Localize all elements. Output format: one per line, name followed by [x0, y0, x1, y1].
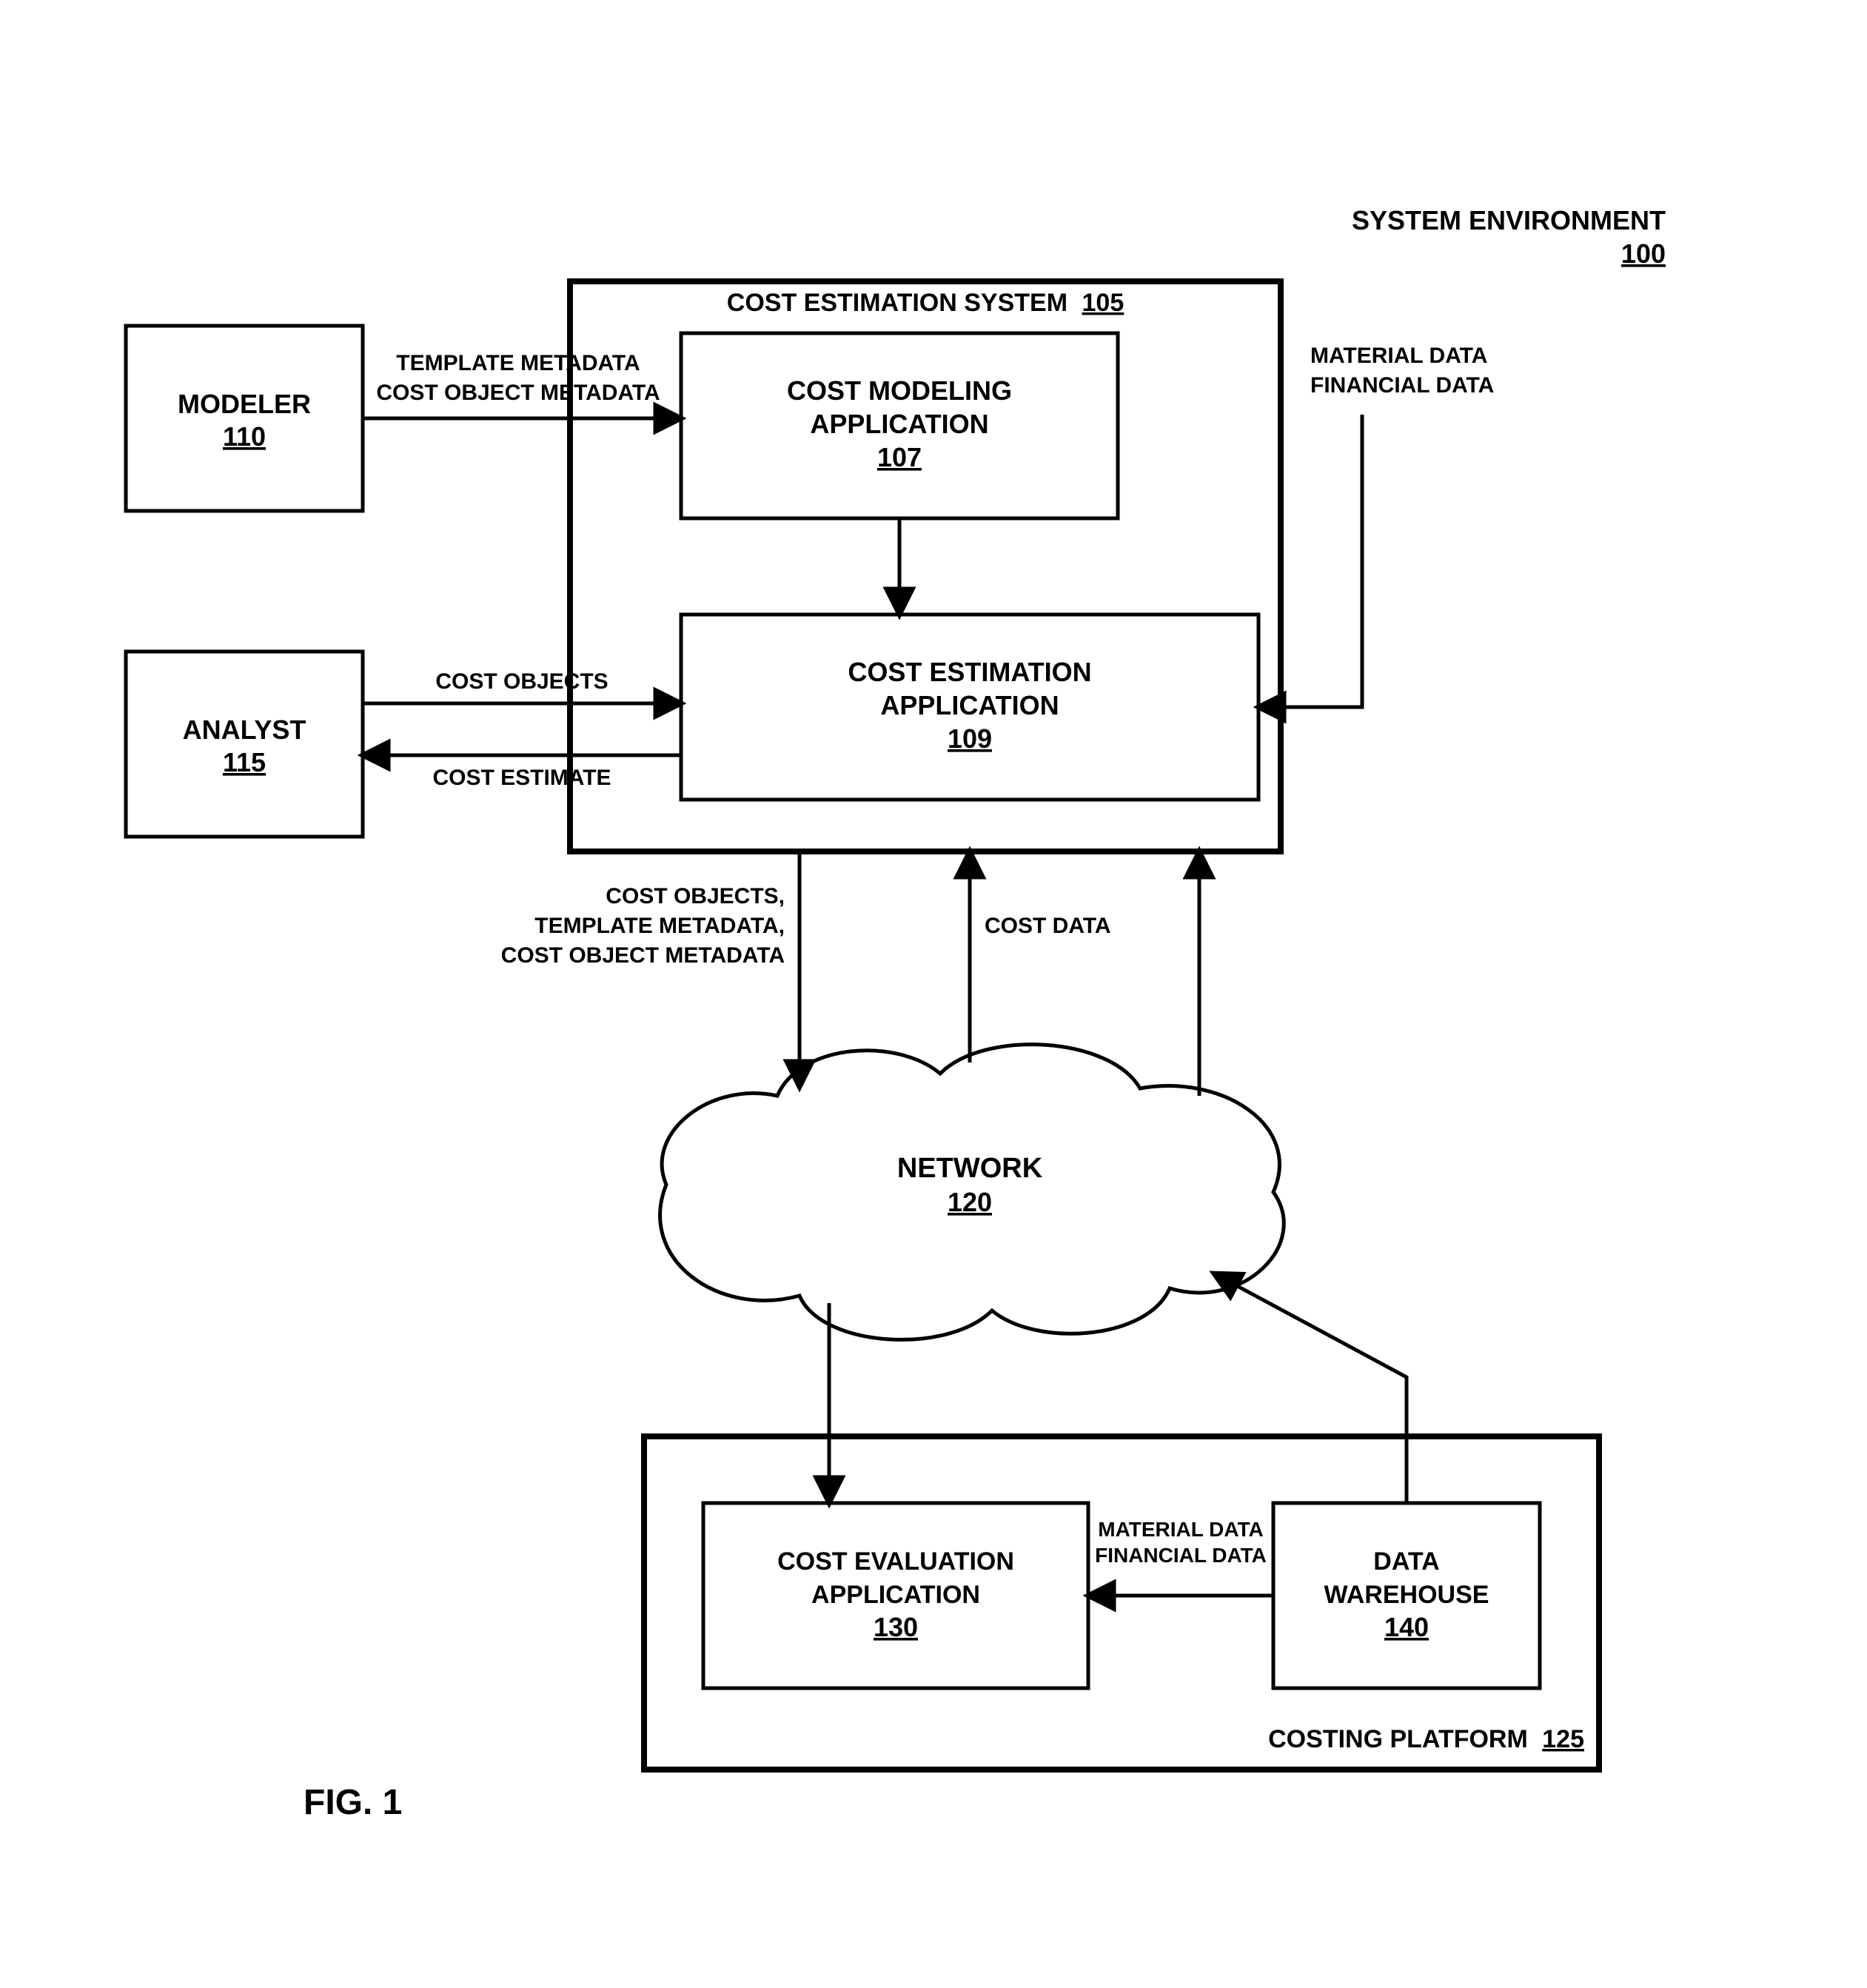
cost-evaluation-ref: 130 — [874, 1612, 918, 1642]
edge-modeler-to-modeling-label1: TEMPLATE METADATA — [396, 351, 640, 375]
edge-warehouse-to-network — [1214, 1274, 1407, 1503]
cost-modeling-ref: 107 — [877, 442, 922, 472]
system-environment-label: SYSTEM ENVIRONMENT — [1352, 205, 1666, 235]
edge-net-est-mid-label: COST DATA — [985, 914, 1111, 938]
edge-est-net-left-label2: TEMPLATE METADATA, — [534, 914, 785, 938]
edge-est-net-left-label1: COST OBJECTS, — [606, 884, 785, 908]
edge-wh-ce-label1: MATERIAL DATA — [1098, 1518, 1263, 1541]
figure-caption: FIG. 1 — [304, 1783, 402, 1822]
network-ref: 120 — [948, 1187, 992, 1217]
cost-modeling-label2: APPLICATION — [810, 409, 988, 439]
data-warehouse-label1: DATA — [1373, 1547, 1439, 1576]
costing-platform-label: COSTING PLATFORM 125 — [1268, 1725, 1584, 1753]
edge-est-net-left-label3: COST OBJECT METADATA — [501, 943, 785, 968]
modeler-label: MODELER — [178, 389, 311, 419]
edge-matfin-label2: FINANCIAL DATA — [1310, 373, 1494, 398]
system-environment-diagram: SYSTEM ENVIRONMENT 100 COST ESTIMATION S… — [0, 0, 1867, 1988]
edge-analyst-to-estimation-label: COST OBJECTS — [435, 669, 608, 694]
system-environment-ref: 100 — [1621, 238, 1666, 269]
edge-wh-ce-label2: FINANCIAL DATA — [1095, 1544, 1267, 1567]
analyst-label: ANALYST — [183, 714, 306, 745]
network-label: NETWORK — [897, 1153, 1043, 1184]
cost-modeling-label1: COST MODELING — [787, 375, 1012, 406]
cost-evaluation-label2: APPLICATION — [811, 1581, 980, 1609]
cost-evaluation-label1: COST EVALUATION — [777, 1547, 1014, 1576]
data-warehouse-label2: WAREHOUSE — [1324, 1581, 1489, 1609]
data-warehouse-ref: 140 — [1384, 1612, 1429, 1642]
analyst-ref: 115 — [223, 747, 266, 777]
modeler-ref: 110 — [223, 421, 266, 452]
cost-estimation-system-label: COST ESTIMATION SYSTEM 105 — [727, 289, 1124, 317]
edge-matfin-label1: MATERIAL DATA — [1310, 344, 1487, 368]
edge-modeler-to-modeling-label2: COST OBJECT METADATA — [376, 381, 660, 405]
cost-estimation-app-label1: COST ESTIMATION — [848, 657, 1091, 687]
edge-estimation-to-analyst-label: COST ESTIMATE — [432, 766, 611, 790]
cost-estimation-app-ref: 109 — [948, 723, 992, 754]
cost-estimation-app-label2: APPLICATION — [880, 690, 1059, 720]
edge-matfin-main — [1258, 415, 1362, 707]
